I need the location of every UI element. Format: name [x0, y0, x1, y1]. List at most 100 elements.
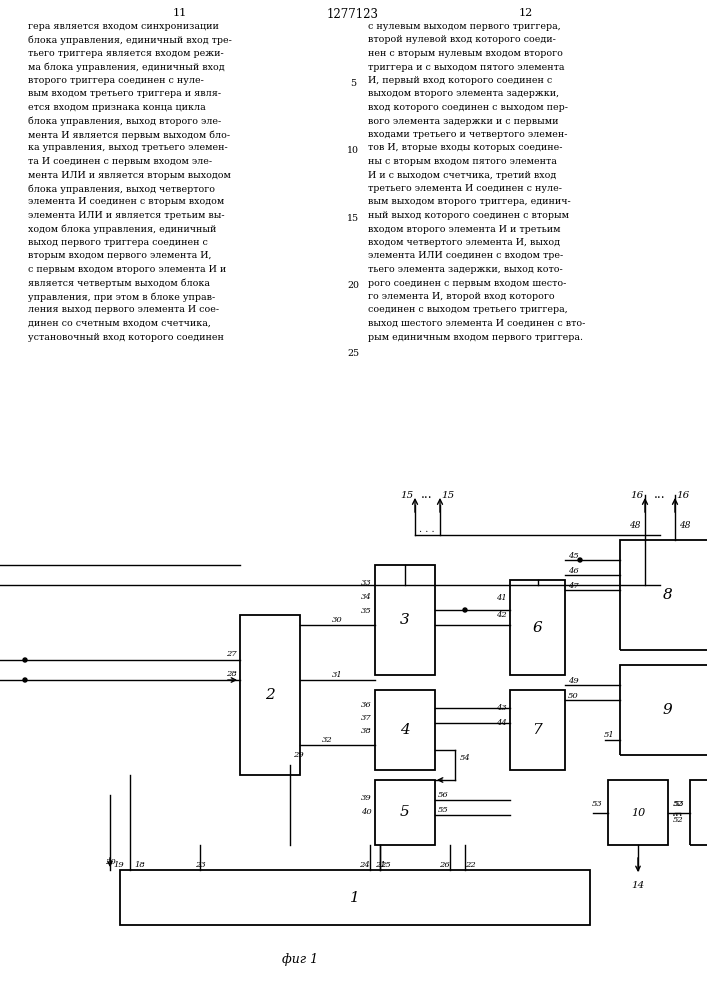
- Text: 25: 25: [347, 349, 359, 358]
- Text: 50: 50: [568, 692, 579, 700]
- Text: 30: 30: [332, 616, 343, 624]
- Text: 40: 40: [361, 808, 372, 816]
- Text: выходом второго элемента задержки,: выходом второго элемента задержки,: [368, 90, 559, 99]
- Text: 24: 24: [359, 861, 370, 869]
- Bar: [240, 615, 300, 775]
- Text: 26: 26: [439, 861, 450, 869]
- Text: динен со счетным входом счетчика,: динен со счетным входом счетчика,: [28, 319, 211, 328]
- Text: 45: 45: [568, 552, 579, 560]
- Text: ...: ...: [421, 488, 433, 502]
- Text: 37: 37: [361, 714, 372, 722]
- Circle shape: [23, 658, 27, 662]
- Text: 47: 47: [568, 582, 579, 590]
- Text: 15: 15: [347, 214, 359, 223]
- Text: 48: 48: [679, 520, 691, 530]
- Text: 51: 51: [604, 731, 615, 739]
- Text: 25: 25: [380, 861, 391, 869]
- Text: 55: 55: [438, 806, 448, 814]
- Bar: [120, 870, 590, 925]
- Text: 33: 33: [361, 579, 372, 587]
- Text: 20: 20: [347, 281, 359, 290]
- Text: 49: 49: [568, 677, 579, 685]
- Text: 46: 46: [568, 567, 579, 575]
- Text: 52: 52: [673, 816, 684, 824]
- Text: 52: 52: [673, 800, 684, 808]
- Text: входом второго элемента И и третьим: входом второго элемента И и третьим: [368, 225, 561, 233]
- Text: 39: 39: [361, 794, 372, 802]
- Text: мента И является первым выходом бло-: мента И является первым выходом бло-: [28, 130, 230, 139]
- Text: установочный вход которого соединен: установочный вход которого соединен: [28, 332, 224, 342]
- Text: элемента И соединен с вторым входом: элемента И соединен с вторым входом: [28, 198, 224, 207]
- Text: второго триггера соединен с нуле-: второго триггера соединен с нуле-: [28, 76, 204, 85]
- Text: 10: 10: [347, 146, 359, 155]
- Text: ления выход первого элемента И сое-: ления выход первого элемента И сое-: [28, 306, 219, 314]
- Bar: [620, 540, 707, 650]
- Text: 19: 19: [113, 861, 124, 869]
- Text: 11: 11: [173, 8, 187, 18]
- Text: 34: 34: [361, 593, 372, 601]
- Text: 12: 12: [519, 8, 533, 18]
- Text: вым входом третьего триггера и явля-: вым входом третьего триггера и явля-: [28, 90, 221, 99]
- Text: 2: 2: [265, 688, 275, 702]
- Text: тьего элемента задержки, выход кото-: тьего элемента задержки, выход кото-: [368, 265, 563, 274]
- Text: 9: 9: [662, 703, 672, 717]
- Text: 32: 32: [322, 736, 333, 744]
- Text: с нулевым выходом первого триггера,: с нулевым выходом первого триггера,: [368, 22, 561, 31]
- Text: 44: 44: [496, 719, 507, 727]
- Text: нен с вторым нулевым входом второго: нен с вторым нулевым входом второго: [368, 49, 563, 58]
- Text: триггера и с выходом пятого элемента: триггера и с выходом пятого элемента: [368, 62, 564, 72]
- Text: 16: 16: [677, 490, 689, 499]
- Text: гера является входом синхронизации: гера является входом синхронизации: [28, 22, 219, 31]
- Text: ...: ...: [654, 488, 666, 502]
- Text: 5: 5: [350, 79, 356, 88]
- Text: мента ИЛИ и является вторым выходом: мента ИЛИ и является вторым выходом: [28, 170, 231, 180]
- Text: та И соединен с первым входом эле-: та И соединен с первым входом эле-: [28, 157, 212, 166]
- Text: управления, при этом в блоке управ-: управления, при этом в блоке управ-: [28, 292, 215, 302]
- Circle shape: [578, 558, 582, 562]
- Text: 4: 4: [400, 723, 410, 737]
- Text: вого элемента задержки и с первыми: вого элемента задержки и с первыми: [368, 116, 559, 125]
- Text: ны с вторым входом пятого элемента: ны с вторым входом пятого элемента: [368, 157, 557, 166]
- Text: 16: 16: [631, 490, 643, 499]
- Text: блока управления, единичный вход тре-: блока управления, единичный вход тре-: [28, 35, 232, 45]
- Text: вход которого соединен с выходом пер-: вход которого соединен с выходом пер-: [368, 103, 568, 112]
- Bar: [375, 565, 435, 675]
- Text: 20: 20: [105, 858, 115, 866]
- Text: 27: 27: [226, 650, 237, 658]
- Text: 10: 10: [631, 808, 645, 818]
- Text: го элемента И, второй вход которого: го элемента И, второй вход которого: [368, 292, 554, 301]
- Text: 36: 36: [361, 701, 372, 709]
- Text: блока управления, выход четвертого: блока управления, выход четвертого: [28, 184, 215, 194]
- Text: 5: 5: [400, 806, 410, 820]
- Text: третьего элемента И соединен с нуле-: третьего элемента И соединен с нуле-: [368, 184, 562, 193]
- Text: элемента ИЛИ соединен с входом тре-: элемента ИЛИ соединен с входом тре-: [368, 251, 563, 260]
- Circle shape: [463, 608, 467, 612]
- Bar: [620, 665, 707, 755]
- Bar: [690, 780, 707, 845]
- Text: 7: 7: [532, 723, 542, 737]
- Text: 38: 38: [361, 727, 372, 735]
- Text: 1277123: 1277123: [327, 8, 379, 21]
- Text: 14: 14: [631, 880, 645, 890]
- Text: 31: 31: [332, 671, 343, 679]
- Text: 53: 53: [592, 800, 603, 808]
- Text: 1: 1: [350, 890, 360, 904]
- Text: 23: 23: [194, 861, 205, 869]
- Text: И и с выходом счетчика, третий вход: И и с выходом счетчика, третий вход: [368, 170, 556, 180]
- Text: 42: 42: [496, 611, 507, 619]
- Text: выход шестого элемента И соединен с вто-: выход шестого элемента И соединен с вто-: [368, 319, 585, 328]
- Text: выход первого триггера соединен с: выход первого триггера соединен с: [28, 238, 208, 247]
- Text: соединен с выходом третьего триггера,: соединен с выходом третьего триггера,: [368, 306, 568, 314]
- Text: вторым входом первого элемента И,: вторым входом первого элемента И,: [28, 251, 211, 260]
- Text: 6: 6: [532, 620, 542, 635]
- Text: 35: 35: [361, 607, 372, 615]
- Text: ходом блока управления, единичный: ходом блока управления, единичный: [28, 225, 216, 234]
- Text: ется входом признака конца цикла: ется входом признака конца цикла: [28, 103, 206, 112]
- Text: элемента ИЛИ и является третьим вы-: элемента ИЛИ и является третьим вы-: [28, 211, 225, 220]
- Bar: [375, 690, 435, 770]
- Text: является четвертым выходом блока: является четвертым выходом блока: [28, 278, 210, 288]
- Text: 48: 48: [629, 520, 641, 530]
- Bar: [510, 690, 565, 770]
- Bar: [510, 580, 565, 675]
- Text: ма блока управления, единичный вход: ма блока управления, единичный вход: [28, 62, 225, 72]
